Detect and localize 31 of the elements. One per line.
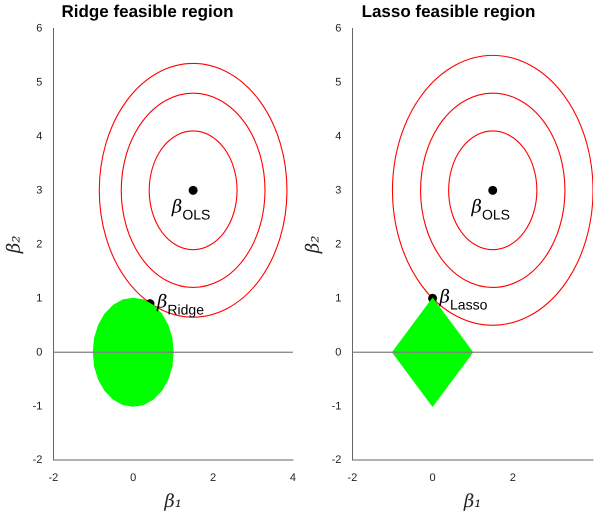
x-tick-label: 4 [290, 472, 296, 484]
chart-title: Ridge feasible region [62, 2, 234, 21]
y-tick-label: 4 [36, 130, 42, 142]
x-tick-label: -2 [347, 472, 358, 484]
x-tick-label: 2 [510, 472, 516, 484]
y-tick-label: -2 [332, 454, 342, 466]
y-tick-label: 1 [335, 292, 342, 304]
y-axis-title: β₂ [302, 235, 324, 254]
x-tick-label: 0 [430, 472, 436, 484]
y-tick-label: -1 [32, 400, 42, 412]
y-tick-label: 5 [36, 76, 42, 88]
y-tick-label: 1 [36, 292, 42, 304]
x-axis-title: β₁ [163, 490, 182, 512]
y-tick-label: 4 [335, 130, 342, 142]
y-tick-label: 5 [335, 76, 342, 88]
y-tick-label: 0 [36, 346, 42, 358]
y-axis-title: β₂ [3, 235, 24, 254]
x-tick-label: 2 [210, 472, 216, 484]
y-tick-label: -1 [332, 400, 342, 412]
x-tick-label: 0 [130, 472, 136, 484]
x-axis-title: β₁ [462, 490, 482, 512]
y-tick-label: 2 [36, 238, 42, 250]
y-tick-label: 3 [36, 184, 42, 196]
y-tick-label: 6 [36, 22, 42, 34]
y-tick-label: 2 [335, 238, 342, 250]
chart-title: Lasso feasible region [362, 2, 536, 21]
y-tick-label: 0 [335, 346, 342, 358]
x-tick-label: -2 [48, 472, 58, 484]
y-tick-label: -2 [32, 454, 42, 466]
y-tick-label: 3 [335, 184, 342, 196]
y-tick-label: 6 [335, 22, 342, 34]
